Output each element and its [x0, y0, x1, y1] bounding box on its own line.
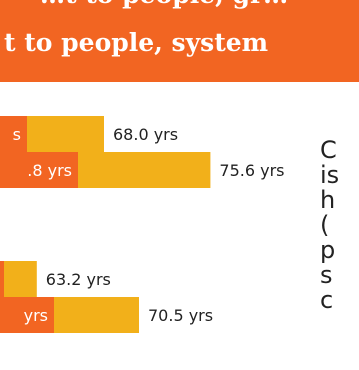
- bar-segment-b: [4, 261, 37, 297]
- side-paragraph: C is h ( p s c: [320, 138, 340, 313]
- banner-title-line-2: t to people, system: [4, 28, 269, 57]
- bar-total-label: 70.5 yrs: [148, 306, 213, 325]
- header-banner: …t to people, gr… t to people, system: [0, 0, 359, 82]
- bar-segment-b: [54, 297, 139, 333]
- bar-segment-a: [0, 116, 27, 152]
- bar-segment-b: [78, 152, 211, 188]
- segment-a-label: s: [13, 125, 21, 144]
- bar-segment-a: [0, 297, 54, 333]
- banner-title-line-1: …t to people, gr…: [40, 0, 288, 10]
- segment-a-label: yrs: [24, 306, 48, 325]
- bar-segment-a: [0, 152, 78, 188]
- segment-a-label: .8 yrs: [27, 161, 72, 180]
- bar-total-label: 68.0 yrs: [113, 125, 178, 144]
- bar-total-label: 63.2 yrs: [46, 270, 111, 289]
- bar-total-label: 75.6 yrs: [219, 161, 284, 180]
- bar-segment-b: [27, 116, 104, 152]
- stacked-bar-chart: s 68.0 yrs .8 yrs 75.6 yrs 63.2 yrs yrs 70.5 y…: [0, 116, 284, 333]
- bar-segment-a: [0, 261, 4, 297]
